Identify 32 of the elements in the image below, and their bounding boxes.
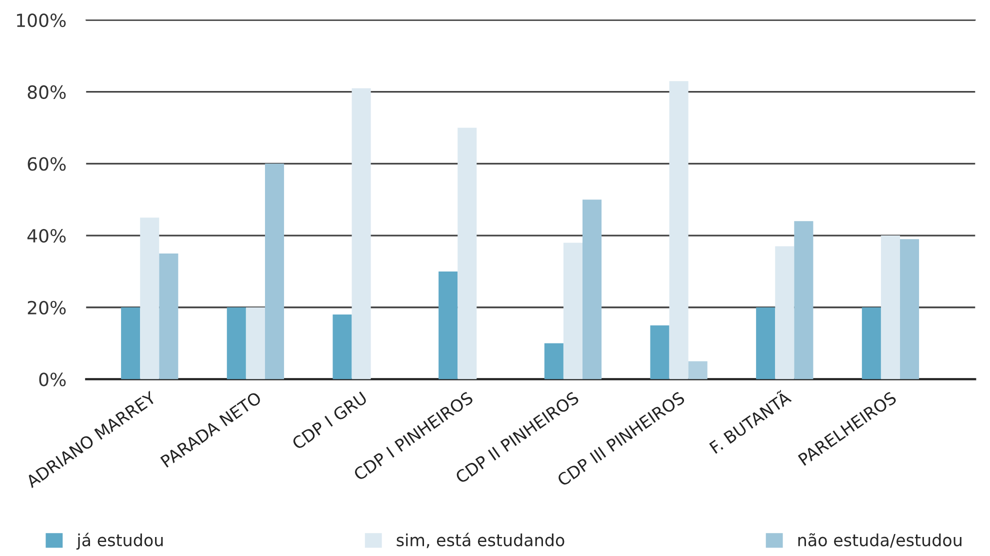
bar [264,164,284,380]
bar [775,246,794,380]
y-tick-label: 40% [27,228,66,243]
bar [246,307,265,380]
y-tick-label: 0% [39,372,66,386]
x-tick-label: CDP I GRU [291,391,368,450]
bar [862,307,881,380]
bar [352,88,371,380]
bar [669,81,688,380]
y-tick-label: 20% [28,300,66,314]
bar [650,325,670,380]
y-tick-label: 80% [28,85,66,99]
y-tick-label: 60% [28,157,66,171]
bar [900,239,920,380]
legend-label: sim, está estudando [396,532,564,548]
bar [226,307,246,380]
bar [756,307,776,380]
bar [688,361,708,380]
legend-label: não estuda/estudou [798,533,962,548]
bar [794,221,814,380]
bar [121,307,140,380]
y-tick-label: 100% [17,13,66,28]
bar [544,343,564,380]
bar [582,200,602,380]
bar [563,242,582,380]
bar [438,271,458,380]
legend-label: já estudou [76,532,163,550]
bar [140,218,160,380]
bar [159,253,178,380]
bar [458,128,477,380]
bar [332,314,352,380]
bar [880,236,900,380]
